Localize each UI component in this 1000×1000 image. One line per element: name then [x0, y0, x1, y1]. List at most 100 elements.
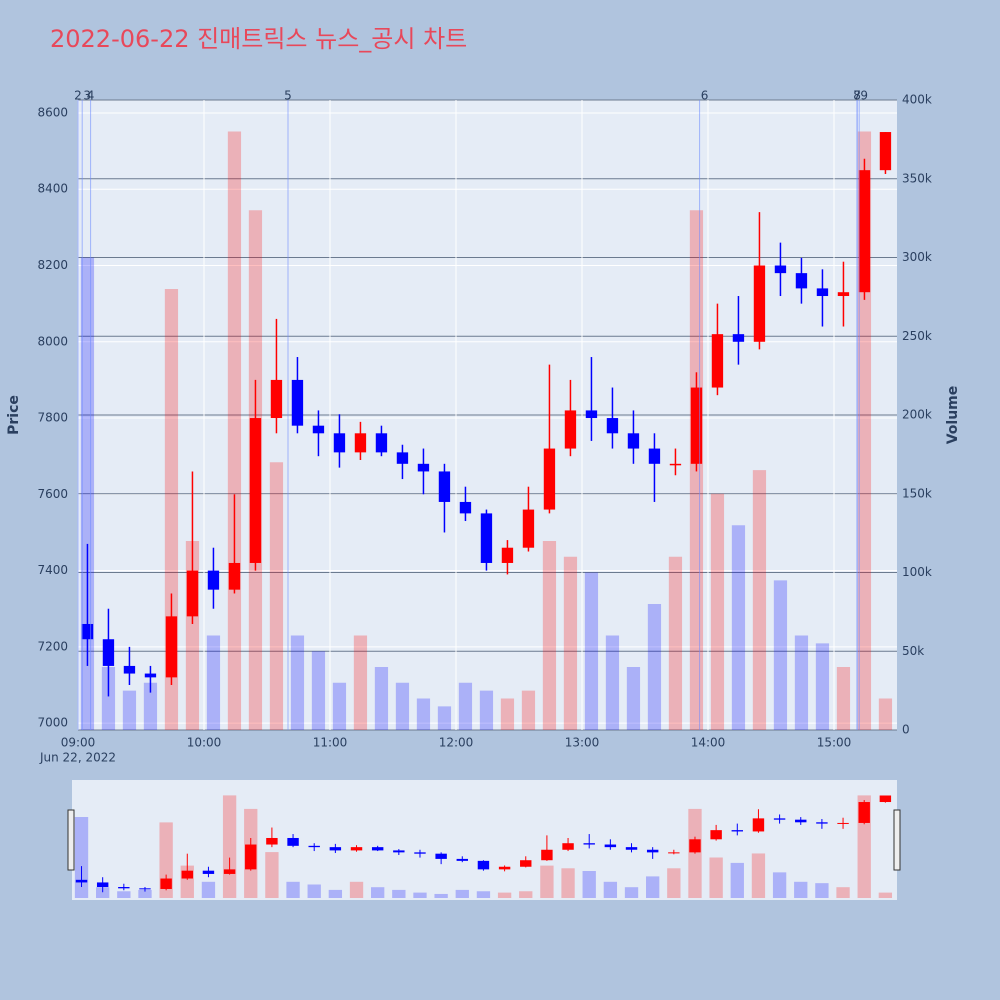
slider-candle-body [731, 830, 743, 832]
volume-bar [374, 667, 389, 730]
y2-tick-label: 300k [902, 250, 932, 264]
y-axis-title: Price [6, 395, 22, 435]
slider-candle-body [393, 850, 405, 853]
slider-candle-body [858, 802, 870, 823]
y-tick-label: 8000 [37, 334, 68, 348]
candle-body [207, 570, 220, 590]
slider-volume-bar [455, 889, 469, 898]
volume-bar [500, 698, 515, 730]
candle-body [858, 170, 871, 293]
slider-candle-body [287, 837, 299, 846]
slider-candle-body [329, 847, 342, 851]
x-tick-label: 11:00 [313, 736, 348, 750]
news-label: 4 [87, 89, 95, 103]
candle-body [438, 471, 451, 502]
slider-volume-bar [561, 868, 575, 898]
candle-body [81, 623, 94, 640]
y2-tick-label: 250k [902, 329, 932, 343]
volume-bar [101, 667, 116, 730]
slider-volume-bar [667, 868, 681, 898]
slider-volume-bar [286, 881, 300, 898]
candle-body [711, 334, 724, 388]
slider-candle-body [139, 888, 151, 890]
slider-candle-body [583, 843, 595, 845]
slider-candle-body [456, 858, 468, 861]
volume-bar [479, 690, 494, 730]
volume-bar [584, 572, 599, 730]
candle-body [375, 433, 388, 453]
volume-bar [332, 682, 347, 730]
candle-body [606, 418, 619, 434]
slider-candle-body [371, 847, 384, 851]
y-tick-label: 7200 [37, 639, 68, 653]
volume-bar [815, 643, 830, 730]
slider-volume-bar [96, 887, 110, 898]
slider-volume-bar [476, 891, 491, 898]
y-tick-label: 7600 [37, 487, 68, 501]
slider-candle-body [118, 887, 130, 889]
slider-candle-body [160, 878, 172, 889]
slider-candle-body [223, 869, 236, 874]
y-tick-label: 7400 [37, 563, 68, 577]
candle-body [816, 288, 829, 297]
news-label: 2 [74, 89, 82, 103]
y-tick-label: 7800 [37, 411, 68, 425]
candle-body [627, 433, 640, 449]
news-label: 7 [853, 89, 861, 103]
slider-candle-body [498, 866, 511, 870]
slider-volume-bar [117, 891, 131, 898]
slider-volume-bar [222, 795, 237, 898]
candle-body [165, 616, 178, 678]
x-tick-label: 10:00 [187, 736, 222, 750]
slider-volume-bar [751, 853, 766, 898]
news-label: 6 [701, 89, 709, 103]
slider-volume-bar [878, 892, 893, 898]
candle-body [732, 334, 745, 342]
volume-bar [353, 635, 368, 730]
candle-body [396, 452, 409, 464]
slider-volume-bar [730, 862, 744, 898]
slider-volume-bar [371, 887, 385, 898]
x-date-label: Jun 22, 2022 [39, 751, 116, 765]
slider-volume-bar [138, 889, 152, 898]
slider-candle-body [646, 849, 659, 853]
range-slider[interactable] [72, 780, 897, 900]
chart-title: 2022-06-22 진매트릭스 뉴스_공시 차트 [50, 25, 467, 53]
candle-body [648, 448, 661, 464]
news-label: 9 [860, 89, 868, 103]
slider-candle-body [752, 818, 765, 832]
y2-tick-label: 150k [902, 486, 932, 500]
range-handle[interactable] [67, 809, 75, 871]
y2-tick-label: 50k [902, 644, 924, 658]
slider-candle-body [435, 853, 447, 859]
volume-bar [143, 682, 158, 730]
slider-volume-bar [307, 884, 321, 898]
candle-body [480, 513, 493, 563]
candle-body [690, 387, 703, 464]
candle-body [102, 639, 115, 666]
y2-tick-label: 0 [902, 723, 910, 737]
slider-candle-body [879, 795, 892, 803]
range-handle[interactable] [893, 809, 901, 871]
volume-bar [458, 682, 473, 730]
candle-body [312, 425, 325, 434]
y-tick-label: 8200 [37, 258, 68, 272]
news-label: 3 [83, 89, 91, 103]
volume-bar [794, 635, 809, 730]
candle-body [501, 547, 514, 563]
slider-candle-body [710, 830, 722, 840]
slider-candle-body [96, 882, 109, 888]
slider-candle-body [520, 860, 532, 867]
slider-volume-bar [519, 891, 533, 898]
slider-volume-bar [646, 876, 660, 898]
y-tick-label: 8400 [37, 182, 68, 196]
candle-body [879, 132, 892, 171]
slider-candle-body [773, 818, 786, 820]
volume-bar [668, 556, 683, 730]
y2-tick-label: 400k [902, 93, 932, 107]
candle-body [354, 433, 367, 453]
candle-body [543, 448, 556, 510]
volume-bar [878, 698, 893, 730]
news-label: 8 [853, 89, 861, 103]
slider-candle-body [245, 844, 257, 870]
